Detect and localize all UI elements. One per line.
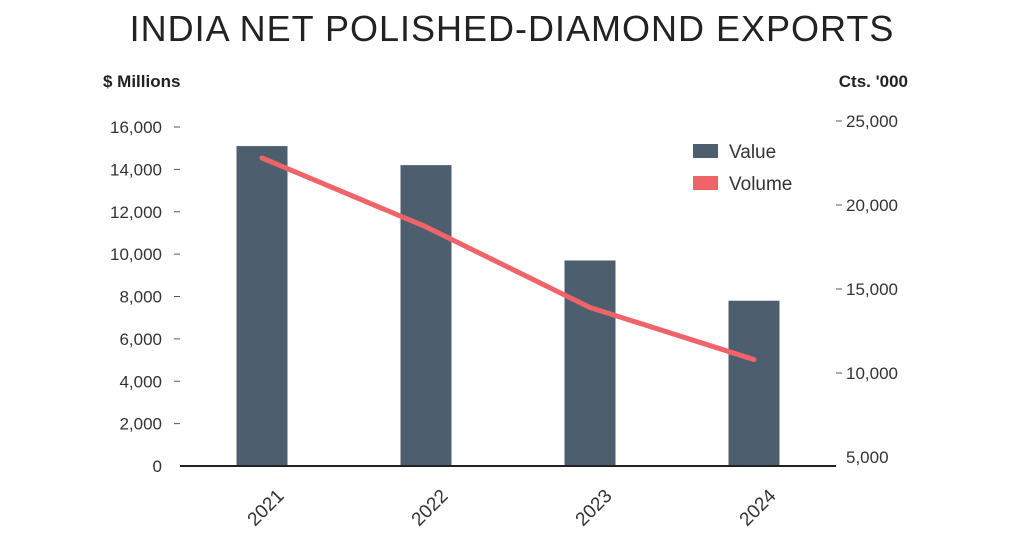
y-left-tick-label: 8,000 bbox=[119, 288, 162, 307]
x-tick-label-2021: 2021 bbox=[244, 486, 289, 531]
y-left-tick-label: 16,000 bbox=[110, 118, 162, 137]
y-left-tick-label: 14,000 bbox=[110, 160, 162, 179]
bar-value-2022 bbox=[400, 165, 452, 466]
y-right-tick-label: 10,000 bbox=[846, 364, 898, 383]
y-axis-right-title: Cts. '000 bbox=[839, 72, 908, 91]
value-bars bbox=[236, 146, 780, 466]
legend-swatch-volume bbox=[693, 176, 718, 190]
y-axis-right: 5,000 10,000 15,000 20,000 25,000 bbox=[836, 112, 898, 467]
legend: Value Volume bbox=[693, 142, 792, 195]
x-tick-label-2023: 2023 bbox=[572, 486, 617, 531]
legend-label-value: Value bbox=[729, 142, 776, 163]
chart-title: INDIA NET POLISHED-DIAMOND EXPORTS bbox=[129, 8, 895, 49]
y-left-tick-label: 4,000 bbox=[119, 372, 162, 391]
y-right-tick-label: 20,000 bbox=[846, 196, 898, 215]
bar-value-2024 bbox=[728, 300, 780, 466]
y-axis-left-title: $ Millions bbox=[103, 72, 180, 91]
bar-value-2021 bbox=[236, 146, 288, 466]
y-left-tick-label: 10,000 bbox=[110, 245, 162, 264]
x-axis: 2021 2022 2023 2024 bbox=[244, 485, 781, 530]
legend-label-volume: Volume bbox=[729, 174, 792, 195]
volume-line bbox=[259, 155, 757, 363]
y-right-tick-label: 15,000 bbox=[846, 280, 898, 299]
volume-line-series bbox=[259, 155, 757, 363]
x-tick-label-2024: 2024 bbox=[736, 485, 781, 530]
bar-value-2023 bbox=[564, 260, 616, 466]
y-left-tick-label: 12,000 bbox=[110, 203, 162, 222]
y-right-tick-label: 5,000 bbox=[846, 448, 889, 467]
y-left-tick-label: 2,000 bbox=[119, 415, 162, 434]
y-right-tick-label: 25,000 bbox=[846, 112, 898, 131]
y-left-tick-label: 6,000 bbox=[119, 330, 162, 349]
x-tick-label-2022: 2022 bbox=[408, 486, 453, 531]
y-left-tick-label: 0 bbox=[153, 457, 162, 476]
legend-swatch-value bbox=[693, 144, 718, 158]
y-axis-left: 0 2,000 4,000 6,000 8,000 10,000 12,000 14,000 1… bbox=[110, 118, 180, 476]
